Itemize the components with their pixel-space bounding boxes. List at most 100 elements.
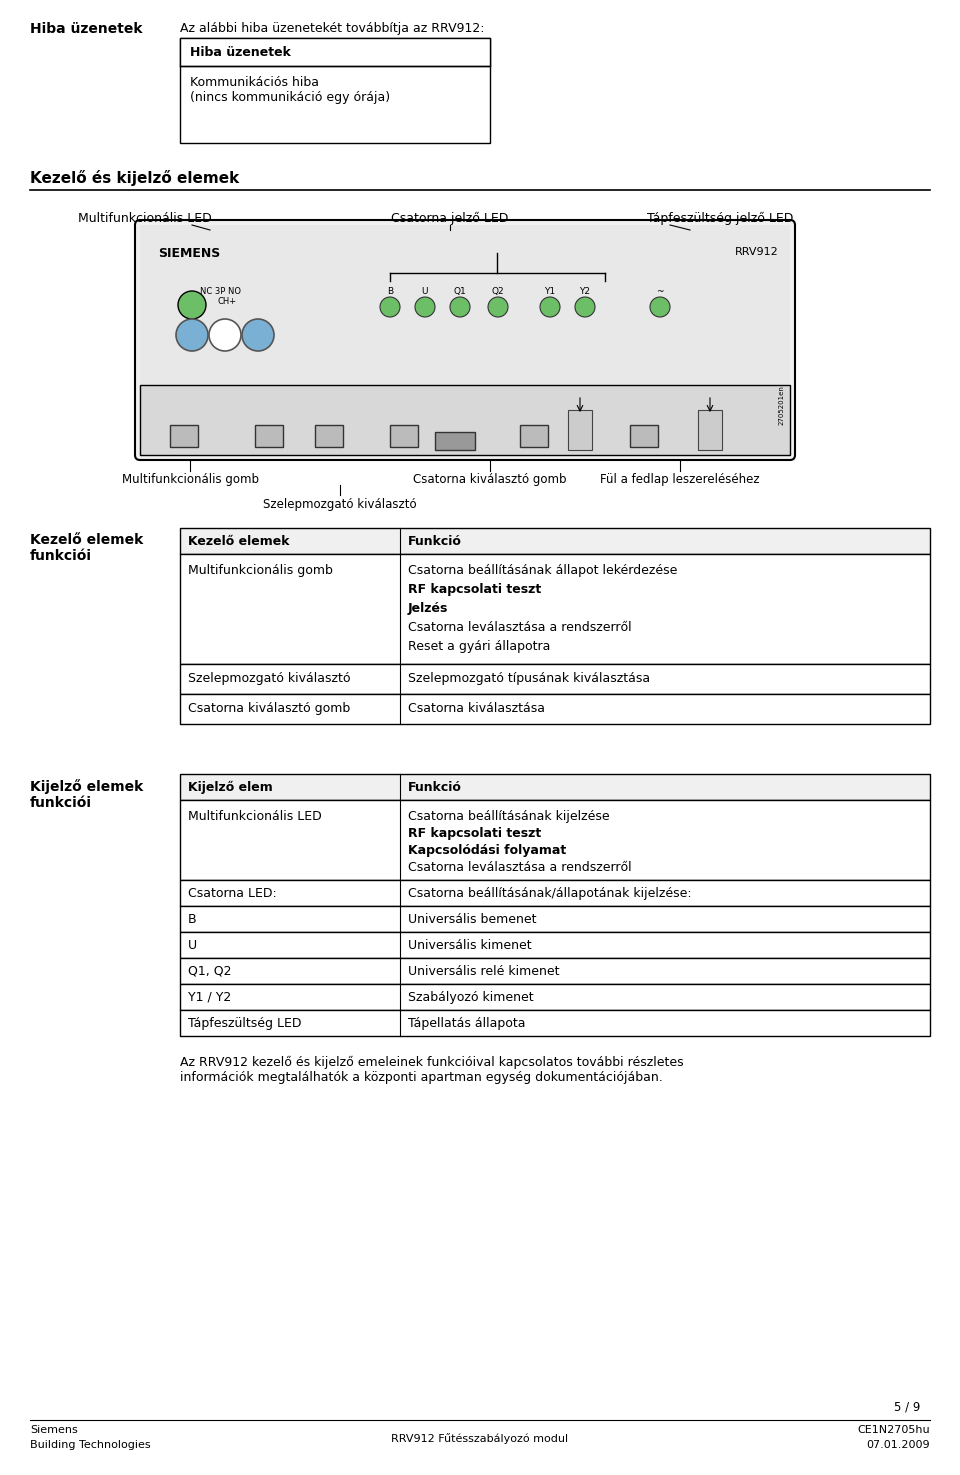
Circle shape [415,296,435,317]
Text: Multifunkcionális gomb: Multifunkcionális gomb [188,563,333,577]
Text: Szabályozó kimenet: Szabályozó kimenet [408,991,534,1004]
Text: Multifunkcionális gomb: Multifunkcionális gomb [122,473,258,485]
Bar [180,906,930,932]
Text: Csatorna leválasztása a rendszerről: Csatorna leválasztása a rendszerről [408,621,632,634]
Text: Csatorna kiválasztása: Csatorna kiválasztása [408,702,545,715]
Text: Universális bemenet: Universális bemenet [408,913,537,926]
Text: Csatorna beállításának kijelzése: Csatorna beállításának kijelzése [408,810,610,823]
Bar [180,664,930,695]
Text: 07.01.2009: 07.01.2009 [866,1440,930,1450]
Text: Y1 / Y2: Y1 / Y2 [188,991,231,1004]
Text: Y2: Y2 [580,288,590,296]
Text: Szelepmozgató kiválasztó: Szelepmozgató kiválasztó [188,673,350,684]
Bar [180,38,490,66]
Text: Universális relé kimenet: Universális relé kimenet [408,965,560,978]
Text: Kezelő és kijelző elemek: Kezelő és kijelző elemek [30,170,239,186]
Text: Szelepmozgató kiválasztó: Szelepmozgató kiválasztó [263,499,417,510]
Bar [180,1010,930,1035]
Bar [568,410,592,450]
Circle shape [488,296,508,317]
Bar [698,410,722,450]
Text: Funkció: Funkció [408,535,462,549]
Text: 5 / 9: 5 / 9 [894,1400,920,1413]
Circle shape [242,319,274,351]
Bar [390,425,418,447]
Text: Q1, Q2: Q1, Q2 [188,965,231,978]
Text: Kommunikációs hiba
(nincs kommunikáció egy órája): Kommunikációs hiba (nincs kommunikáció e… [190,77,390,105]
Text: Q2: Q2 [492,288,504,296]
Text: Reset a gyári állapotra: Reset a gyári állapotra [408,640,550,653]
Text: Kezelő elemek: Kezelő elemek [188,535,290,549]
Bar [180,528,930,555]
Text: SIEMENS: SIEMENS [158,246,220,260]
Text: Fül a fedlap leszereléséhez: Fül a fedlap leszereléséhez [600,473,759,485]
Text: CE1N2705hu: CE1N2705hu [857,1425,930,1435]
Bar [170,425,198,447]
Bar [140,385,790,454]
Text: Csatorna leválasztása a rendszerről: Csatorna leválasztása a rendszerről [408,861,632,875]
Text: Az alábbi hiba üzenetekét továbbítja az RRV912:: Az alábbi hiba üzenetekét továbbítja az … [180,22,485,35]
Bar [255,425,283,447]
Text: Multifunkcionális LED: Multifunkcionális LED [78,212,212,226]
Text: Csatorna jelző LED: Csatorna jelző LED [392,212,509,226]
Text: Y1: Y1 [544,288,556,296]
Text: Jelzés: Jelzés [408,602,448,615]
Circle shape [178,291,206,319]
Text: Kijelző elem: Kijelző elem [188,780,273,794]
Text: Tápfeszültség LED: Tápfeszültség LED [188,1016,301,1030]
Text: Q1: Q1 [454,288,467,296]
FancyBboxPatch shape [135,220,795,460]
Bar [180,881,930,906]
Text: B: B [387,288,393,296]
Text: Tápellatás állapota: Tápellatás állapota [408,1016,525,1030]
Text: Universális kimenet: Universális kimenet [408,940,532,951]
Text: Siemens: Siemens [30,1425,78,1435]
Text: Szelepmozgató típusának kiválasztása: Szelepmozgató típusának kiválasztása [408,673,650,684]
Bar [180,799,930,881]
Bar [180,695,930,724]
Bar [435,432,475,450]
Text: Csatorna LED:: Csatorna LED: [188,886,276,900]
Text: 2705201en: 2705201en [779,385,785,425]
Text: Kijelző elemek
funkciói: Kijelző elemek funkciói [30,779,143,810]
Text: CH+: CH+ [218,296,237,305]
Text: Building Technologies: Building Technologies [30,1440,151,1450]
Text: RRV912: RRV912 [735,246,779,257]
Bar [180,555,930,664]
Bar [520,425,548,447]
Circle shape [575,296,595,317]
Text: ~: ~ [657,288,663,296]
Text: Csatorna beállításának állapot lekérdezése: Csatorna beállításának állapot lekérdezé… [408,563,678,577]
Text: B: B [188,913,197,926]
Text: Kapcsolódási folyamat: Kapcsolódási folyamat [408,844,566,857]
Text: Tápfeszültség jelző LED: Tápfeszültség jelző LED [647,212,793,226]
Bar [315,425,343,447]
Text: Csatorna beállításának/állapotának kijelzése:: Csatorna beállításának/állapotának kijel… [408,886,691,900]
Text: Hiba üzenetek: Hiba üzenetek [30,22,142,35]
Bar [180,38,490,143]
Circle shape [540,296,560,317]
Text: Kezelő elemek
funkciói: Kezelő elemek funkciói [30,532,143,563]
Bar [180,957,930,984]
Bar [630,425,658,447]
Text: Az RRV912 kezelő és kijelző emeleinek funkcióival kapcsolatos további részletes
: Az RRV912 kezelő és kijelző emeleinek fu… [180,1056,684,1084]
Text: RRV912 Fűtésszabályozó modul: RRV912 Fűtésszabályozó modul [392,1434,568,1444]
Text: NC 3P NO: NC 3P NO [200,288,241,296]
Text: Csatorna kiválasztó gomb: Csatorna kiválasztó gomb [188,702,350,715]
Text: U: U [421,288,428,296]
Text: Multifunkcionális LED: Multifunkcionális LED [188,810,322,823]
Text: Funkció: Funkció [408,780,462,794]
Text: RF kapcsolati teszt: RF kapcsolati teszt [408,583,541,596]
Bar [180,984,930,1010]
Text: Hiba üzenetek: Hiba üzenetek [190,46,291,59]
Bar [140,226,790,385]
Circle shape [209,319,241,351]
Text: U: U [188,940,197,951]
Circle shape [176,319,208,351]
Bar [180,932,930,957]
Circle shape [450,296,470,317]
Circle shape [380,296,400,317]
Circle shape [650,296,670,317]
Bar [180,774,930,799]
Text: Csatorna kiválasztó gomb: Csatorna kiválasztó gomb [413,473,566,485]
